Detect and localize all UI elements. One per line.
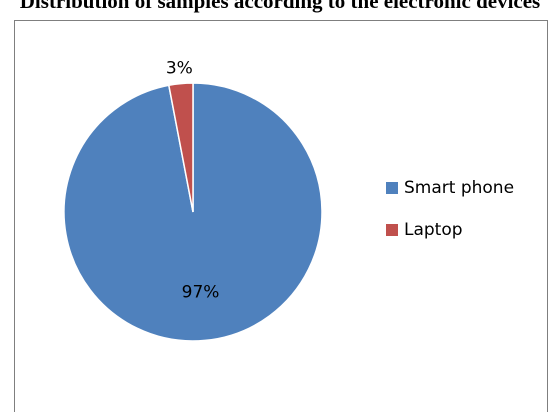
legend-swatch-laptop — [386, 224, 398, 236]
legend-item-laptop: Laptop — [386, 218, 514, 242]
data-label-laptop: 3% — [166, 59, 193, 79]
legend-swatch-smart-phone — [386, 182, 398, 194]
legend: Smart phone Laptop — [386, 176, 514, 260]
legend-item-smart-phone: Smart phone — [386, 176, 514, 200]
legend-label-laptop: Laptop — [404, 220, 463, 240]
legend-label-smart-phone: Smart phone — [404, 178, 514, 198]
data-label-smart-phone: 97% — [182, 283, 220, 303]
